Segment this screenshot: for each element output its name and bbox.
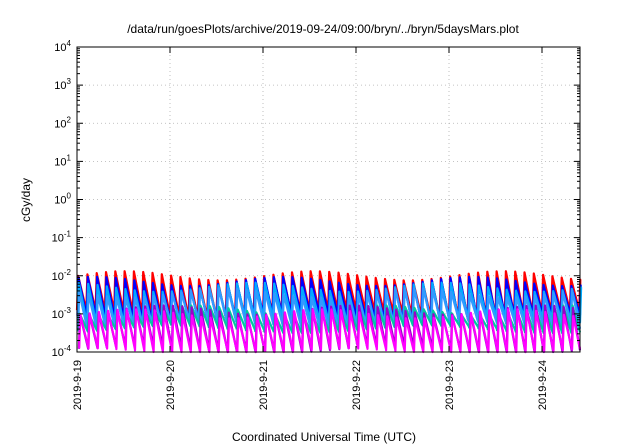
x-tick-label: 2019-9-22 <box>351 360 363 410</box>
series-line <box>244 281 275 319</box>
x-tick-label: 2019-9-19 <box>72 360 84 410</box>
y-tick-label: 10-3 <box>52 306 72 321</box>
y-tick-label: 103 <box>54 77 71 92</box>
y-axis-ticks: 10-4 10-3 10-2 10-1 100 101 102 103 104 <box>52 39 580 359</box>
x-tick-label: 2019-9-21 <box>258 360 270 410</box>
series-line <box>235 312 266 354</box>
y-tick-label: 100 <box>54 192 71 207</box>
x-tick-label: 2019-9-20 <box>165 360 177 410</box>
y-tick-label: 104 <box>54 39 71 54</box>
series-line <box>272 287 582 331</box>
y-tick-label: 10-2 <box>52 268 72 283</box>
x-tick-label: 2019-9-24 <box>537 360 549 410</box>
series-line <box>171 311 239 354</box>
y-axis-label: cGy/day <box>19 178 33 222</box>
series-line <box>236 315 267 354</box>
series-lines <box>75 270 583 354</box>
y-tick-label: 102 <box>54 115 71 130</box>
y-tick-label: 10-4 <box>52 344 72 359</box>
y-tick-label: 101 <box>54 153 71 168</box>
chart-title: /data/run/goesPlots/archive/2019-09-24/0… <box>127 22 519 36</box>
x-axis-label: Coordinated Universal Time (UTC) <box>232 430 416 444</box>
x-tick-label: 2019-9-23 <box>444 360 456 410</box>
x-axis-ticks: 2019-9-19 2019-9-20 2019-9-21 2019-9-22 2019… <box>72 47 549 410</box>
y-tick-label: 10-1 <box>52 230 72 245</box>
grid-lines <box>77 47 580 352</box>
